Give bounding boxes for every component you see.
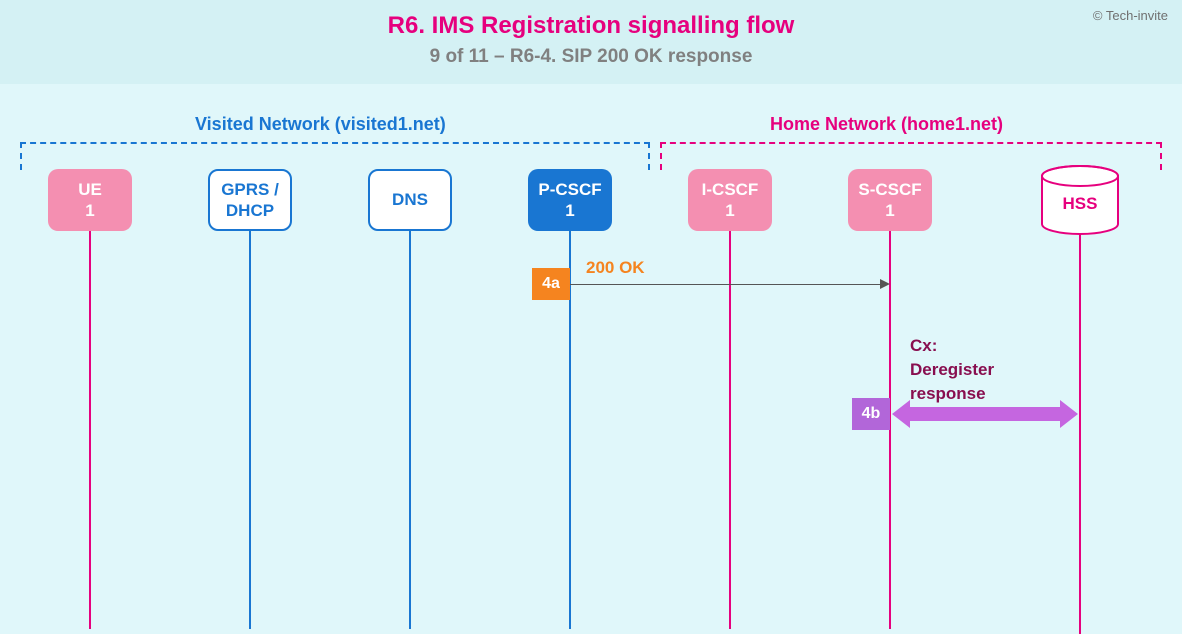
ue-label2: 1: [85, 200, 94, 221]
visited-network-label: Visited Network (visited1.net): [195, 114, 446, 135]
msg-4b-label: Cx: Deregister response: [910, 334, 994, 405]
ue-lifeline: [89, 229, 91, 629]
gprs-node: GPRS /DHCP: [208, 169, 292, 231]
hss-node: HSS: [1039, 164, 1121, 236]
page-title: R6. IMS Registration signalling flow: [0, 12, 1182, 40]
msg-4b-tag: 4b: [852, 398, 890, 430]
diagram-canvas: Visited Network (visited1.net) Home Netw…: [0, 84, 1182, 554]
msg-4a-tag: 4a: [532, 268, 570, 300]
msg-4a-arrow: [570, 284, 882, 285]
icscf-node: I-CSCF1: [688, 169, 772, 231]
msg-4a-arrowhead: [880, 279, 890, 289]
icscf-lifeline: [729, 229, 731, 629]
dns-lifeline: [409, 229, 411, 629]
pcscf-label2: 1: [565, 200, 574, 221]
page-subtitle: 9 of 11 – R6-4. SIP 200 OK response: [0, 46, 1182, 68]
gprs-label1: GPRS /: [221, 179, 279, 200]
msg-4b-arrowhead-right: [1060, 400, 1078, 428]
pcscf-node: P-CSCF1: [528, 169, 612, 231]
scscf-node: S-CSCF1: [848, 169, 932, 231]
msg-4b-arrowhead-left: [892, 400, 910, 428]
msg-4b-line2: Deregister: [910, 360, 994, 379]
msg-4b-arrow-body: [910, 407, 1060, 421]
gprs-lifeline: [249, 229, 251, 629]
scscf-label1: S-CSCF: [858, 179, 921, 200]
msg-4b-line3: response: [910, 384, 986, 403]
ue-label1: UE: [78, 179, 102, 200]
copyright-text: © Tech-invite: [1093, 8, 1168, 23]
header: R6. IMS Registration signalling flow 9 o…: [0, 0, 1182, 84]
home-network-label: Home Network (home1.net): [770, 114, 1003, 135]
msg-4a-label: 200 OK: [586, 258, 645, 278]
visited-bracket: [20, 142, 650, 170]
scscf-label2: 1: [885, 200, 894, 221]
dns-node: DNS: [368, 169, 452, 231]
dns-label1: DNS: [392, 189, 428, 210]
icscf-label1: I-CSCF: [702, 179, 759, 200]
gprs-label2: DHCP: [226, 200, 274, 221]
msg-4b-line1: Cx:: [910, 336, 937, 355]
icscf-label2: 1: [725, 200, 734, 221]
hss-lifeline: [1079, 234, 1081, 634]
hss-label: HSS: [1039, 194, 1121, 214]
pcscf-label1: P-CSCF: [538, 179, 601, 200]
ue-node: UE1: [48, 169, 132, 231]
